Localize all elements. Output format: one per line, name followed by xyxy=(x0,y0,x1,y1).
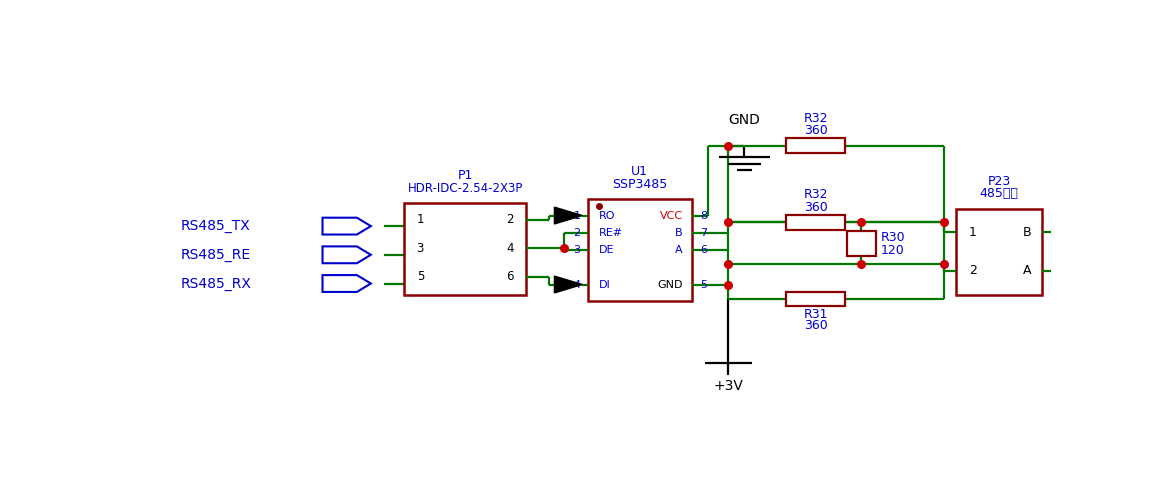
Text: 2: 2 xyxy=(573,228,580,238)
Text: R32: R32 xyxy=(804,112,828,125)
Text: B: B xyxy=(1023,226,1031,239)
Text: SSP3485: SSP3485 xyxy=(612,178,667,191)
Text: P1: P1 xyxy=(458,169,473,182)
Polygon shape xyxy=(555,207,583,224)
Text: 1: 1 xyxy=(968,226,976,239)
Text: 2: 2 xyxy=(506,213,514,226)
Text: 485端子: 485端子 xyxy=(980,187,1018,200)
Text: +3V: +3V xyxy=(714,379,743,393)
Text: 2: 2 xyxy=(968,264,976,277)
Text: B: B xyxy=(675,228,683,238)
Text: 4: 4 xyxy=(506,242,514,254)
Text: 5: 5 xyxy=(417,270,424,283)
Bar xyxy=(957,209,1042,295)
Text: RO: RO xyxy=(598,211,616,221)
Bar xyxy=(588,199,691,301)
Text: 5: 5 xyxy=(700,279,707,290)
Text: RS485_RX: RS485_RX xyxy=(180,276,251,291)
Text: A: A xyxy=(675,245,683,255)
Bar xyxy=(404,203,526,295)
Text: 6: 6 xyxy=(506,270,514,283)
Text: U1: U1 xyxy=(631,166,648,178)
Text: RS485_TX: RS485_TX xyxy=(180,219,250,233)
Bar xyxy=(786,139,846,153)
Text: 3: 3 xyxy=(417,242,424,254)
Bar xyxy=(847,231,876,256)
Polygon shape xyxy=(555,276,583,293)
Text: 1: 1 xyxy=(573,211,580,221)
Text: 1: 1 xyxy=(417,213,424,226)
Text: 360: 360 xyxy=(804,201,828,214)
Text: 7: 7 xyxy=(700,228,707,238)
Text: 6: 6 xyxy=(700,245,707,255)
Text: P23: P23 xyxy=(987,175,1010,188)
Text: 4: 4 xyxy=(573,279,580,290)
Text: GND: GND xyxy=(658,279,683,290)
Text: 8: 8 xyxy=(700,211,707,221)
Text: HDR-IDC-2.54-2X3P: HDR-IDC-2.54-2X3P xyxy=(408,182,523,195)
Text: DE: DE xyxy=(598,245,614,255)
Polygon shape xyxy=(322,218,371,235)
Text: RS485_RE: RS485_RE xyxy=(180,248,250,262)
Text: A: A xyxy=(1023,264,1031,277)
Text: RE#: RE# xyxy=(598,228,623,238)
Text: 120: 120 xyxy=(881,244,905,257)
Text: GND: GND xyxy=(729,113,760,127)
Polygon shape xyxy=(322,247,371,263)
Polygon shape xyxy=(322,275,371,292)
Text: 360: 360 xyxy=(804,124,828,137)
Text: 360: 360 xyxy=(804,319,828,331)
Text: R30: R30 xyxy=(881,231,905,244)
Bar xyxy=(786,215,846,230)
Text: DI: DI xyxy=(598,279,611,290)
Text: 3: 3 xyxy=(573,245,580,255)
Text: R31: R31 xyxy=(804,308,828,322)
Text: R32: R32 xyxy=(804,188,828,201)
Text: VCC: VCC xyxy=(660,211,683,221)
Bar xyxy=(786,292,846,306)
